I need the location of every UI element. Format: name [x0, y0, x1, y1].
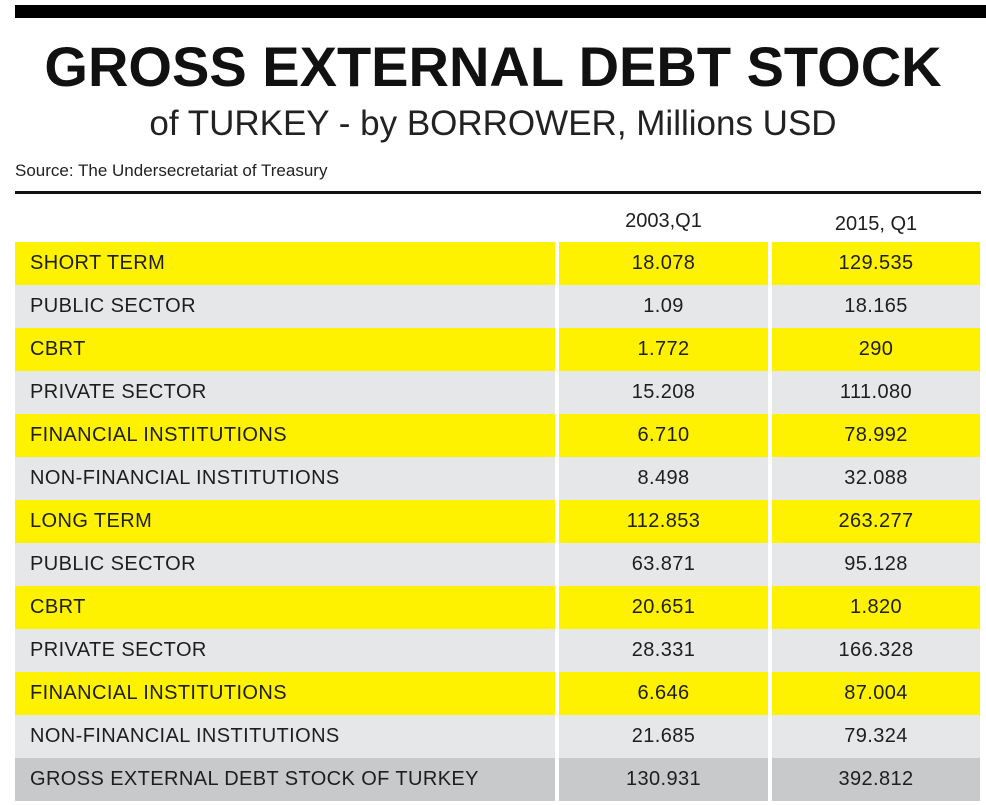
column-header-2003-q1: 2003,Q1	[625, 210, 702, 232]
table-row: CBRT 1.772 290	[15, 328, 980, 371]
table-row: PRIVATE SECTOR 15.208 111.080	[15, 371, 980, 414]
value-cell: 111.080	[772, 371, 980, 414]
row-label: PUBLIC SECTOR	[15, 285, 555, 328]
value-cell: 1.820	[772, 586, 980, 629]
table-row: FINANCIAL INSTITUTIONS 6.646 87.004	[15, 672, 980, 715]
table-body: SHORT TERM 18.078 129.535 PUBLIC SECTOR …	[15, 242, 980, 801]
table-row: PUBLIC SECTOR 1.09 18.165	[15, 285, 980, 328]
table-row: FINANCIAL INSTITUTIONS 6.710 78.992	[15, 414, 980, 457]
value-cell: 1.09	[559, 285, 768, 328]
header-rule	[15, 191, 981, 194]
value-cell: 112.853	[559, 500, 768, 543]
row-label: SHORT TERM	[15, 242, 555, 285]
table-row-total: GROSS EXTERNAL DEBT STOCK OF TURKEY 130.…	[15, 758, 980, 801]
value-cell: 78.992	[772, 414, 980, 457]
value-cell: 1.772	[559, 328, 768, 371]
row-label: GROSS EXTERNAL DEBT STOCK OF TURKEY	[15, 758, 555, 801]
row-label: FINANCIAL INSTITUTIONS	[15, 672, 555, 715]
value-cell: 392.812	[772, 758, 980, 801]
chart-title: GROSS EXTERNAL DEBT STOCK	[44, 35, 942, 98]
table-row: LONG TERM 112.853 263.277	[15, 500, 980, 543]
row-label: CBRT	[15, 586, 555, 629]
value-cell: 20.651	[559, 586, 768, 629]
value-cell: 79.324	[772, 715, 980, 758]
row-label: PRIVATE SECTOR	[15, 629, 555, 672]
column-header-2015-q1: 2015, Q1	[834, 213, 918, 235]
value-cell: 18.165	[772, 285, 980, 328]
value-cell: 166.328	[772, 629, 980, 672]
value-cell: 6.710	[559, 414, 768, 457]
table-row: PRIVATE SECTOR 28.331 166.328	[15, 629, 980, 672]
header-label-cell	[15, 206, 555, 236]
value-cell: 18.078	[559, 242, 768, 285]
table-row: NON-FINANCIAL INSTITUTIONS 8.498 32.088	[15, 457, 980, 500]
value-cell: 95.128	[772, 543, 980, 586]
row-label: NON-FINANCIAL INSTITUTIONS	[15, 457, 555, 500]
value-cell: 263.277	[772, 500, 980, 543]
table-row: SHORT TERM 18.078 129.535	[15, 242, 980, 285]
chart-subtitle: of TURKEY - by BORROWER, Millions USD	[149, 104, 837, 143]
value-cell: 87.004	[772, 672, 980, 715]
row-label: NON-FINANCIAL INSTITUTIONS	[15, 715, 555, 758]
value-cell: 32.088	[772, 457, 980, 500]
value-cell: 28.331	[559, 629, 768, 672]
value-cell: 8.498	[559, 457, 768, 500]
row-label: FINANCIAL INSTITUTIONS	[15, 414, 555, 457]
table-header: 2003,Q1 2015, Q1	[15, 206, 980, 236]
value-cell: 15.208	[559, 371, 768, 414]
source-note: Source: The Undersecretariat of Treasury	[15, 161, 328, 180]
value-cell: 129.535	[772, 242, 980, 285]
table-row: PUBLIC SECTOR 63.871 95.128	[15, 543, 980, 586]
row-label: PRIVATE SECTOR	[15, 371, 555, 414]
top-bar	[15, 5, 986, 18]
table-row: CBRT 20.651 1.820	[15, 586, 980, 629]
value-cell: 63.871	[559, 543, 768, 586]
row-label: CBRT	[15, 328, 555, 371]
value-cell: 290	[772, 328, 980, 371]
table-row: NON-FINANCIAL INSTITUTIONS 21.685 79.324	[15, 715, 980, 758]
value-cell: 21.685	[559, 715, 768, 758]
row-label: LONG TERM	[15, 500, 555, 543]
row-label: PUBLIC SECTOR	[15, 543, 555, 586]
value-cell: 130.931	[559, 758, 768, 801]
value-cell: 6.646	[559, 672, 768, 715]
